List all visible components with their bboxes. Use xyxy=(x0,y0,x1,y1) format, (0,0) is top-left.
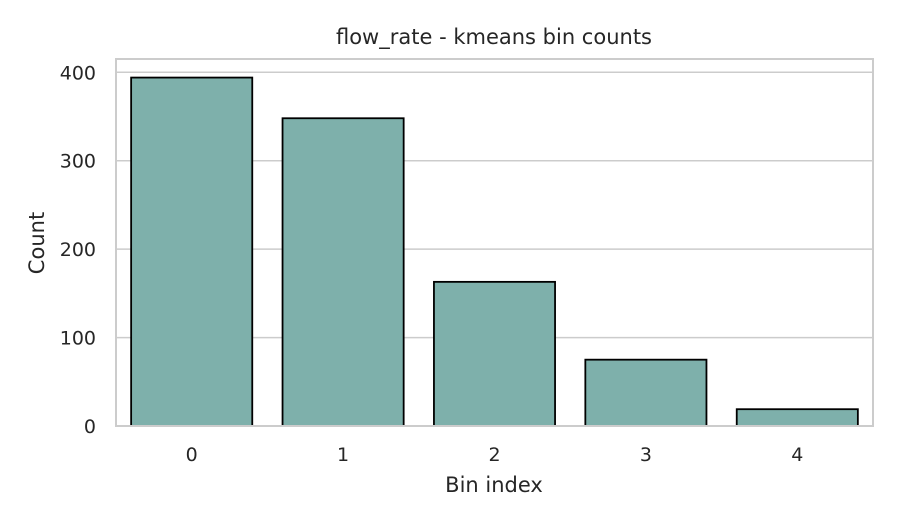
bar-1 xyxy=(281,117,405,427)
plot-frame xyxy=(115,58,874,427)
x-tick-label: 0 xyxy=(186,444,198,466)
y-axis-ticks: 0 100 200 300 400 xyxy=(60,62,96,438)
y-tick-label: 300 xyxy=(60,151,96,173)
x-tick-label: 3 xyxy=(640,444,652,466)
x-tick-label: 1 xyxy=(337,444,349,466)
x-axis-ticks: 0 1 2 3 4 xyxy=(186,444,804,466)
bar-0 xyxy=(130,76,254,427)
y-tick-label: 0 xyxy=(84,416,96,438)
y-tick-label: 400 xyxy=(60,62,96,84)
chart-title: flow_rate - kmeans bin counts xyxy=(336,25,652,50)
bars xyxy=(130,76,859,427)
bar-3 xyxy=(584,358,708,427)
x-tick-label: 4 xyxy=(791,444,803,466)
bar-4 xyxy=(735,408,859,427)
y-tick-label: 100 xyxy=(60,328,96,350)
bar-2 xyxy=(433,280,556,427)
y-tick-label: 200 xyxy=(60,239,96,261)
y-axis-label: Count xyxy=(25,212,49,274)
x-tick-label: 2 xyxy=(488,444,500,466)
x-axis-label: Bin index xyxy=(445,473,543,497)
